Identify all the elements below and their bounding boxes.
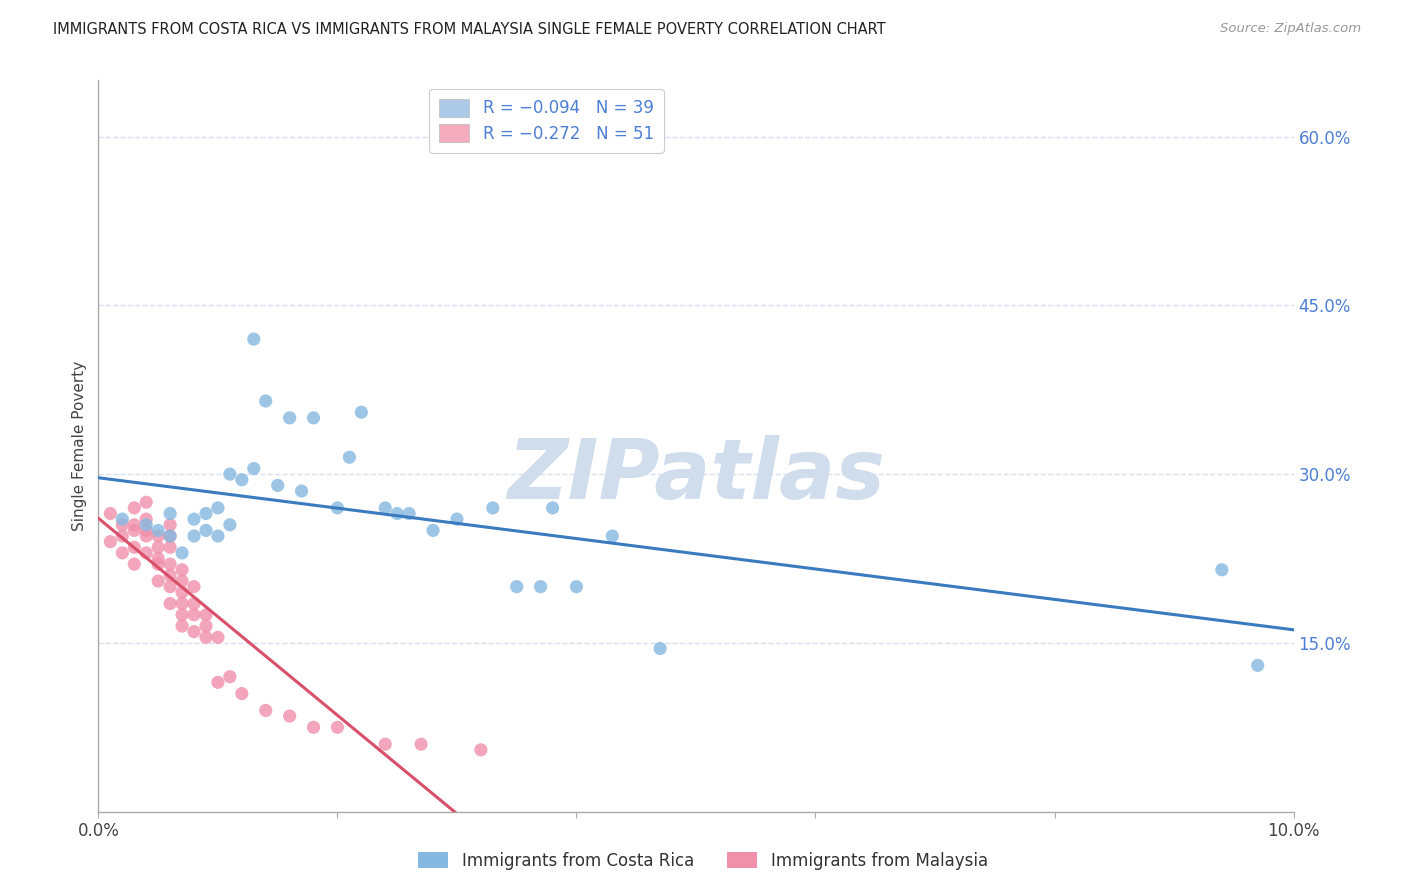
Point [135, 512, 157, 526]
Point [159, 580, 181, 594]
Point [565, 580, 588, 594]
Point [124, 500, 146, 515]
Point [207, 529, 229, 543]
Point [124, 517, 146, 532]
Point [183, 607, 205, 622]
Point [159, 529, 181, 543]
Point [219, 670, 242, 684]
Point [148, 551, 170, 566]
Point [148, 541, 170, 555]
Point [124, 541, 146, 555]
Point [650, 641, 672, 656]
Point [183, 580, 205, 594]
Point [207, 630, 229, 644]
Point [1247, 658, 1270, 673]
Point [231, 687, 253, 701]
Point [530, 580, 553, 594]
Point [159, 541, 181, 555]
Point [111, 517, 134, 532]
Point [541, 500, 564, 515]
Point [98, 507, 122, 521]
Point [326, 500, 349, 515]
Point [135, 524, 157, 538]
Point [195, 607, 218, 622]
Point [385, 507, 409, 521]
Point [374, 737, 396, 751]
Point [135, 517, 157, 532]
Point [398, 507, 420, 521]
Point [183, 529, 205, 543]
Point [254, 703, 277, 717]
Point [135, 546, 157, 560]
Point [506, 580, 529, 594]
Text: IMMIGRANTS FROM COSTA RICA VS IMMIGRANTS FROM MALAYSIA SINGLE FEMALE POVERTY COR: IMMIGRANTS FROM COSTA RICA VS IMMIGRANTS… [53, 22, 886, 37]
Point [326, 720, 349, 734]
Point [172, 563, 194, 577]
Point [254, 394, 277, 409]
Point [172, 619, 194, 633]
Point [183, 512, 205, 526]
Point [243, 332, 266, 346]
Point [278, 709, 301, 723]
Point [135, 495, 157, 509]
Point [172, 585, 194, 599]
Point [124, 557, 146, 571]
Point [374, 500, 396, 515]
Point [195, 524, 218, 538]
Point [302, 720, 325, 734]
Legend: Immigrants from Costa Rica, Immigrants from Malaysia: Immigrants from Costa Rica, Immigrants f… [412, 846, 994, 877]
Point [148, 574, 170, 588]
Point [602, 529, 624, 543]
Point [111, 546, 134, 560]
Point [207, 500, 229, 515]
Point [482, 500, 505, 515]
Text: Source: ZipAtlas.com: Source: ZipAtlas.com [1220, 22, 1361, 36]
Point [231, 473, 253, 487]
Point [159, 507, 181, 521]
Point [148, 524, 170, 538]
Point [350, 405, 373, 419]
Point [278, 410, 301, 425]
Point [195, 507, 218, 521]
Point [111, 512, 134, 526]
Point [159, 529, 181, 543]
Point [124, 524, 146, 538]
Point [148, 557, 170, 571]
Point [183, 597, 205, 611]
Point [159, 557, 181, 571]
Legend: R = −0.094   N = 39, R = −0.272   N = 51: R = −0.094 N = 39, R = −0.272 N = 51 [429, 88, 664, 153]
Point [159, 597, 181, 611]
Point [98, 534, 122, 549]
Point [339, 450, 361, 465]
Point [422, 524, 444, 538]
Point [207, 675, 229, 690]
Point [1211, 563, 1233, 577]
Point [446, 512, 468, 526]
Point [172, 607, 194, 622]
Point [219, 517, 242, 532]
Point [159, 568, 181, 582]
Point [183, 624, 205, 639]
Point [148, 529, 170, 543]
Point [267, 478, 290, 492]
Point [159, 517, 181, 532]
Point [291, 483, 314, 498]
Y-axis label: Single Female Poverty: Single Female Poverty [72, 361, 87, 531]
Point [135, 529, 157, 543]
Point [111, 529, 134, 543]
Point [172, 546, 194, 560]
Point [411, 737, 433, 751]
Point [195, 630, 218, 644]
Point [219, 467, 242, 482]
Point [302, 410, 325, 425]
Point [470, 743, 492, 757]
Text: ZIPatlas: ZIPatlas [508, 434, 884, 516]
Point [195, 619, 218, 633]
Point [172, 574, 194, 588]
Point [243, 461, 266, 475]
Point [172, 597, 194, 611]
